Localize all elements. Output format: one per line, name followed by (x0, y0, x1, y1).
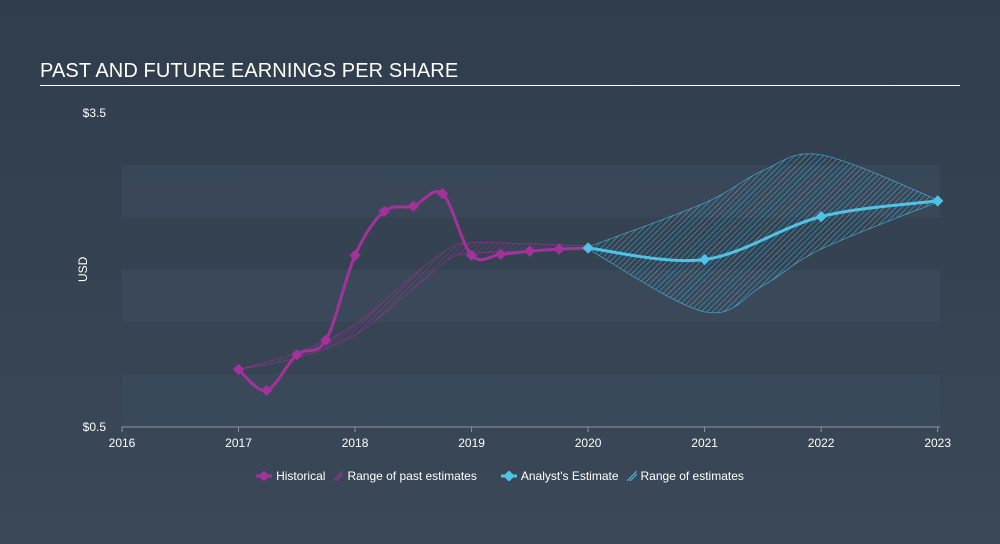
x-tick-label: 2023 (924, 436, 951, 450)
estimate-marker-icon (500, 471, 517, 481)
legend: Historical Range of past estimates Analy… (0, 469, 1000, 483)
legend-estimate[interactable]: Analyst's Estimate (500, 469, 619, 483)
legend-past-range-label: Range of past estimates (347, 469, 477, 483)
historical-point (320, 334, 332, 346)
analyst-estimate-point (815, 210, 827, 223)
historical-marker-icon (256, 471, 273, 481)
x-tick-label: 2019 (458, 436, 485, 450)
legend-historical[interactable]: Historical (256, 469, 325, 483)
x-tick-label: 2017 (225, 436, 252, 450)
y-tick-label-min: $0.5 (82, 420, 106, 434)
series-markers (232, 187, 944, 397)
x-axis-ticks: 2016 2017 2018 2019 2020 2021 2022 2023 (109, 427, 951, 450)
background-band (122, 270, 940, 323)
title-divider (40, 85, 960, 86)
historical-point (260, 384, 273, 397)
analyst-estimate-point (582, 242, 594, 254)
analyst-estimate-point (932, 195, 944, 207)
historical-point (407, 200, 419, 212)
legend-past-range[interactable]: Range of past estimates (333, 469, 477, 483)
legend-estimate-range[interactable]: Range of estimates (626, 469, 744, 483)
historical-point (524, 245, 536, 257)
legend-historical-label: Historical (276, 469, 326, 483)
historical-point (436, 187, 449, 200)
legend-estimate-label: Analyst's Estimate (520, 469, 619, 483)
estimate-range-hatch-icon (626, 471, 637, 481)
x-tick-label: 2016 (109, 436, 136, 450)
x-tick-label: 2021 (691, 436, 718, 450)
historical-point (378, 205, 390, 218)
historical-point (232, 363, 245, 376)
x-tick-label: 2018 (342, 436, 369, 450)
historical-point (553, 243, 565, 255)
analyst-estimate-line (586, 199, 940, 263)
chart-title: PAST AND FUTURE EARNINGS PER SHARE (40, 60, 459, 82)
historical-point (465, 249, 478, 262)
y-tick-label-max: $3.5 (82, 106, 106, 120)
x-tick-label: 2020 (575, 436, 602, 450)
historical-point (291, 349, 303, 361)
past-range-hatch-icon (333, 471, 344, 481)
legend-estimate-range-label: Range of estimates (640, 469, 744, 483)
historical-point (349, 249, 361, 262)
background-band (122, 374, 940, 427)
x-tick-label: 2022 (808, 436, 835, 450)
historical-point (495, 248, 507, 260)
